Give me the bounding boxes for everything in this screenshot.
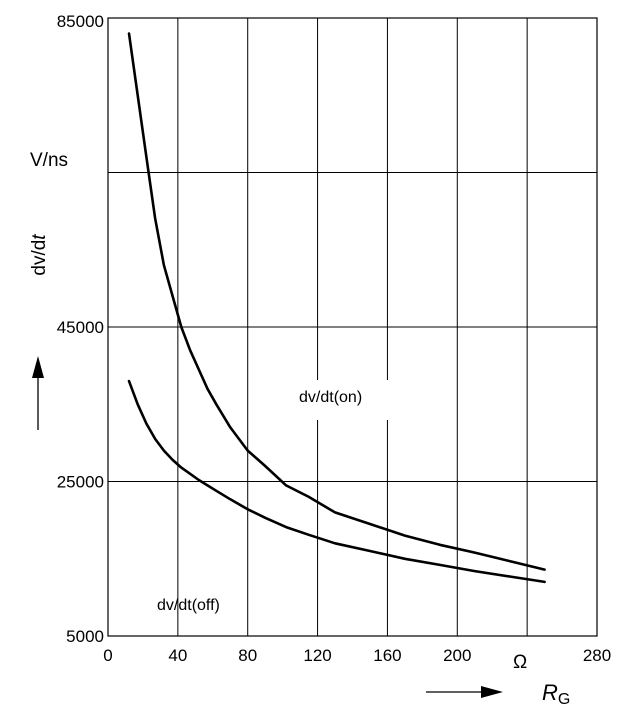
y-unit-label: V/ns: [30, 150, 68, 171]
grid: [108, 18, 597, 636]
y-tick-label: 85000: [57, 12, 104, 31]
plot-frame: [107, 17, 598, 637]
x-axis-label-sub: G: [558, 691, 570, 707]
x-tick-label: 40: [168, 646, 187, 665]
y-tick-label: 25000: [57, 473, 104, 492]
y-axis-arrow-head: [32, 356, 44, 378]
series-label-off: dv/dt(off): [157, 597, 220, 614]
y-axis-label: dv/dt: [29, 234, 50, 276]
label-background: [292, 380, 396, 420]
x-axis-label: RG: [542, 680, 570, 707]
series-line-off: [127, 379, 546, 584]
y-tick-label: 5000: [66, 627, 104, 646]
x-axis-arrow-head: [481, 686, 503, 698]
x-tick-label: 0: [103, 646, 112, 665]
x-tick-label: 160: [373, 646, 401, 665]
x-axis-label-main: R: [542, 680, 558, 705]
x-tick-label: 280: [583, 646, 611, 665]
x-tick-label: 80: [238, 646, 257, 665]
y-axis-label-main: dv/d: [29, 240, 50, 276]
series-line-on: [127, 32, 546, 571]
x-tick-labels: 0 40 80 120 160 200 280: [103, 646, 611, 665]
y-axis-label-italic: t: [29, 234, 50, 240]
x-unit-label: Ω: [513, 652, 527, 673]
plot-border: [107, 17, 598, 637]
x-tick-label: 120: [303, 646, 331, 665]
y-tick-label: 45000: [57, 318, 104, 337]
series-layer: [127, 32, 546, 584]
x-tick-label: 200: [443, 646, 471, 665]
y-tick-labels: 5000 25000 45000 85000: [57, 12, 104, 646]
series-label-on: dv/dt(on): [299, 389, 362, 406]
